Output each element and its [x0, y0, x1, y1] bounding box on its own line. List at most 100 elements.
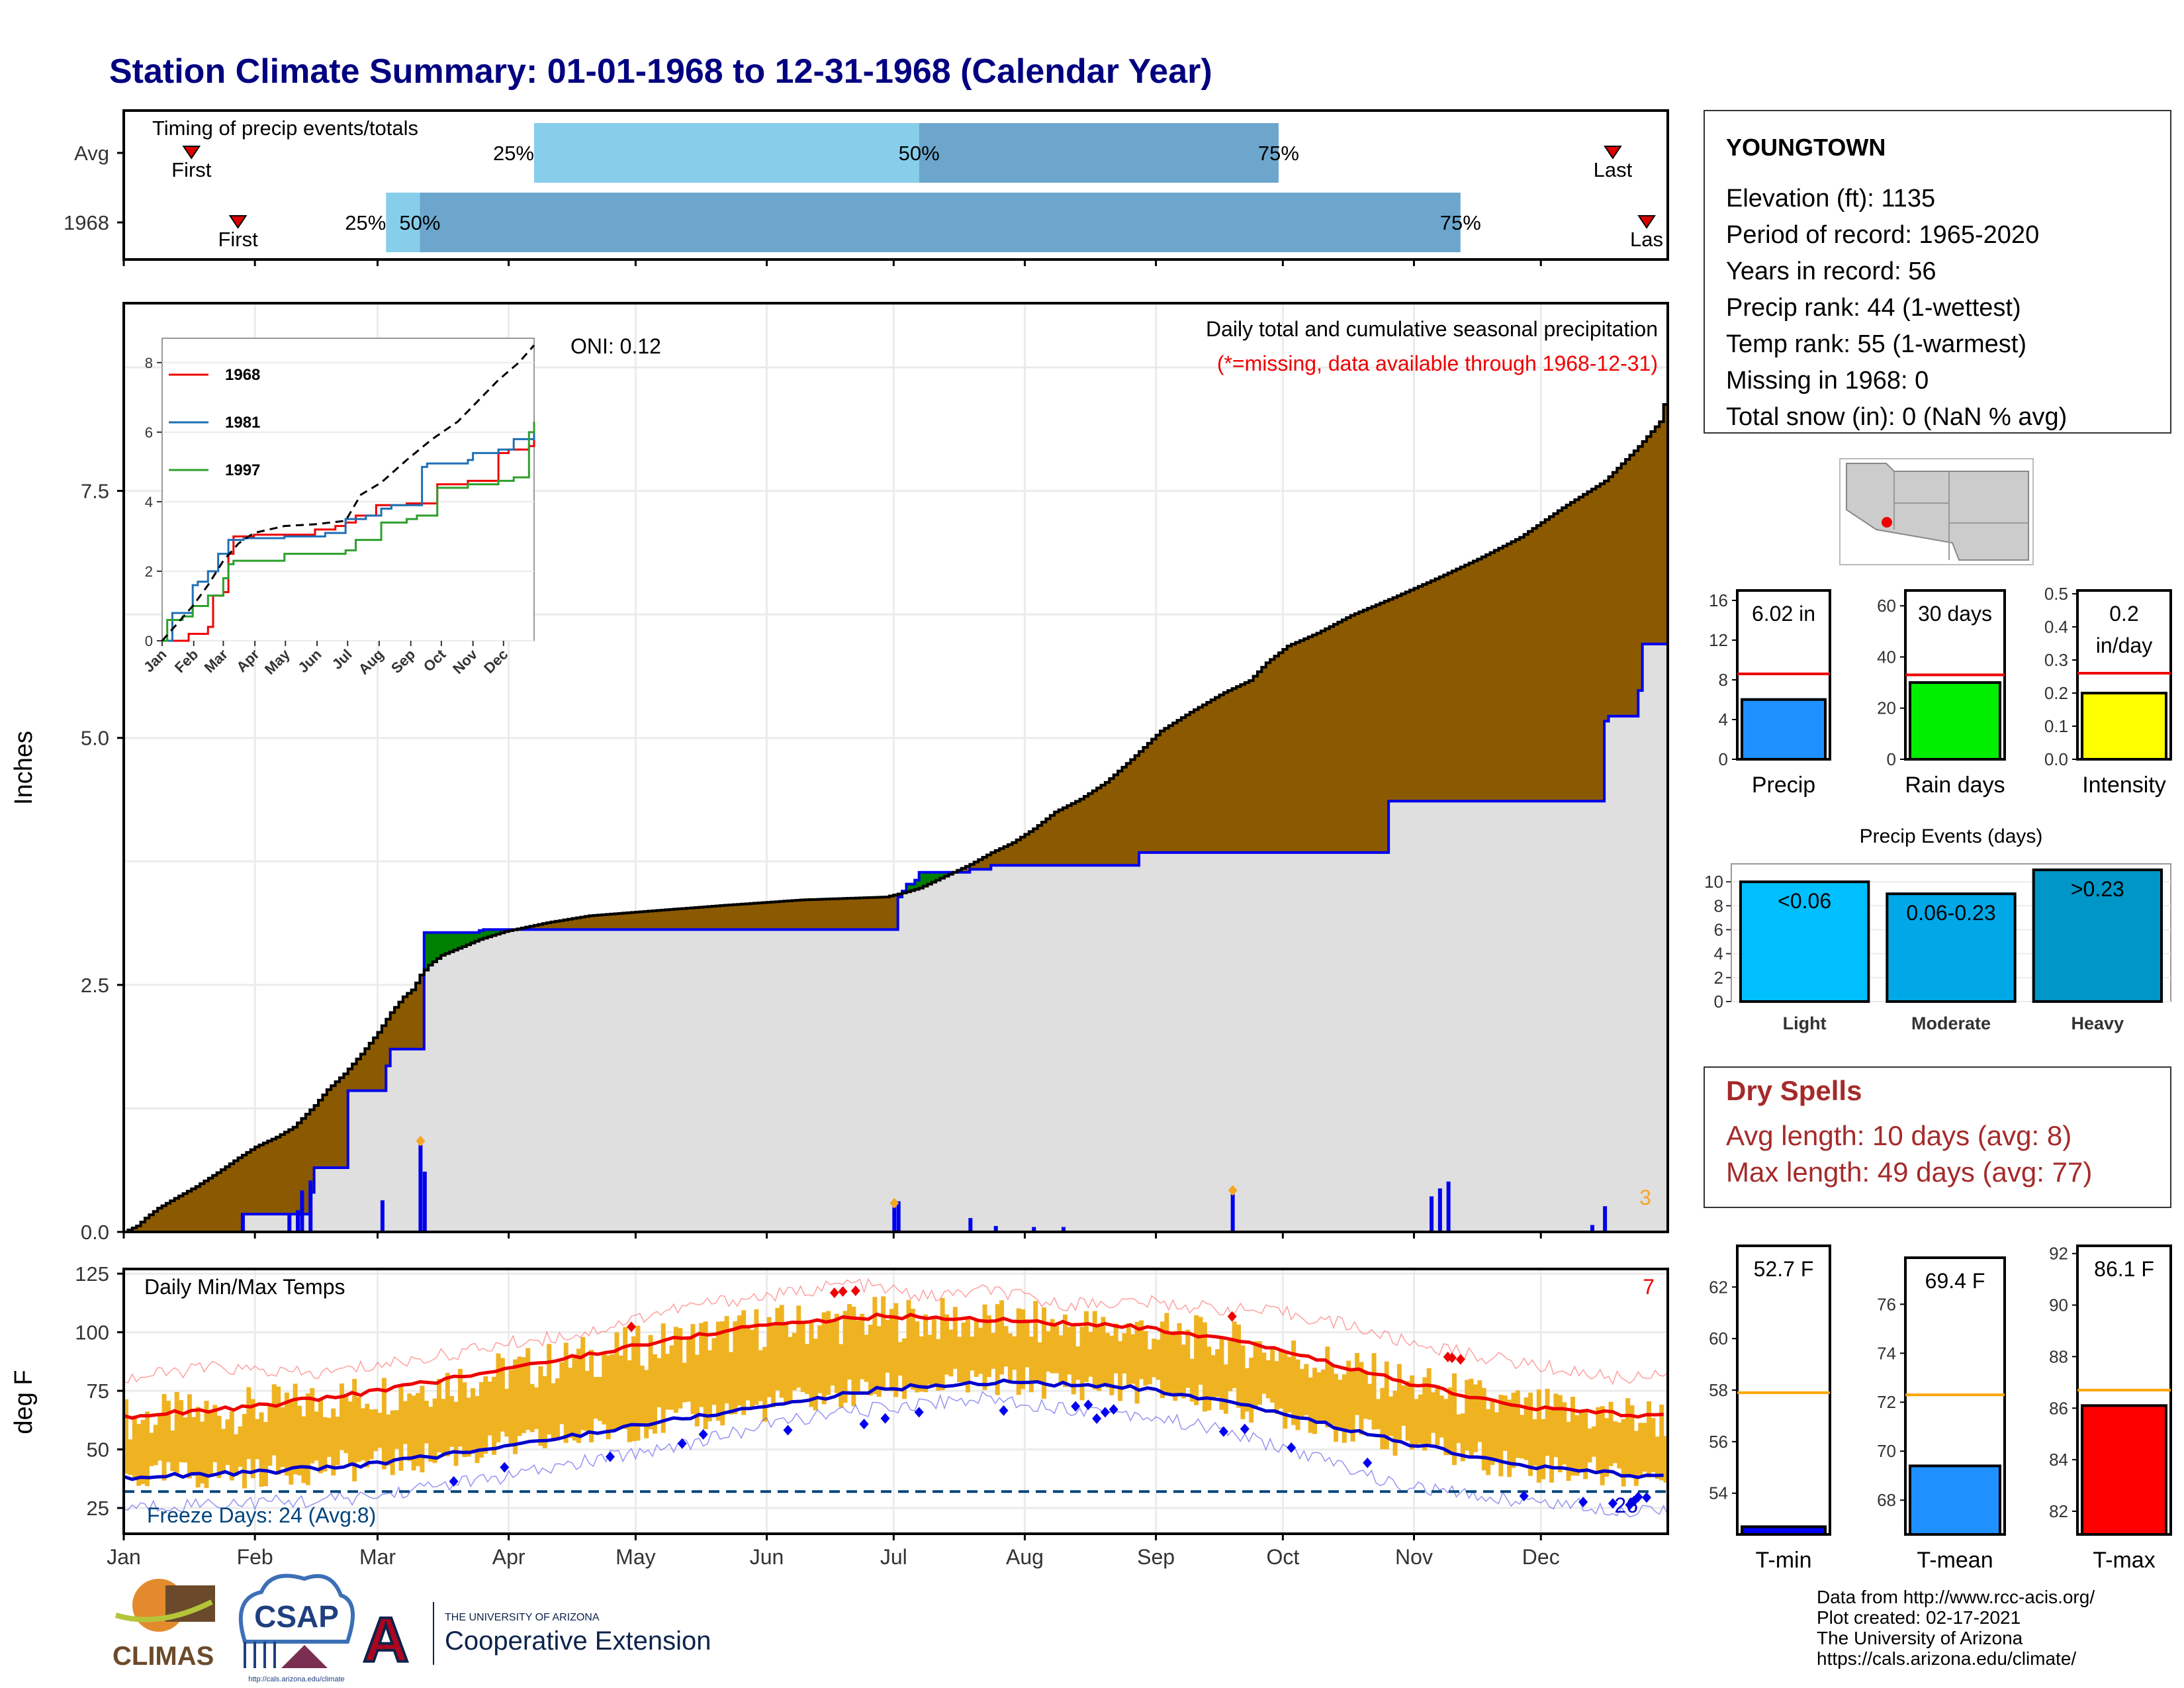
daily-temp-bar: [1384, 1361, 1389, 1450]
daily-temp-bar: [347, 1401, 353, 1464]
summary-y-tick-label: 62: [1709, 1277, 1728, 1297]
daily-temp-bar: [970, 1336, 975, 1371]
cumulative-precip-line: [124, 387, 1669, 1233]
daily-temp-bar: [1024, 1319, 1030, 1368]
daily-precip-bar: [1430, 1196, 1434, 1232]
daily-temp-bar: [1591, 1426, 1596, 1457]
daily-temp-bar: [301, 1416, 306, 1483]
daily-temp-bar: [1392, 1391, 1398, 1456]
daily-precip-bar: [993, 1226, 998, 1232]
daily-temp-bar: [931, 1317, 936, 1385]
record-low-marker: [677, 1438, 687, 1449]
daily-temp-bar: [623, 1327, 628, 1429]
daily-temp-bar: [212, 1405, 218, 1462]
climas-wordmark: CLIMAS: [113, 1642, 214, 1671]
temps-frame: [122, 1268, 1669, 1535]
daily-temp-bar: [187, 1394, 192, 1479]
daily-temp-bar: [1113, 1323, 1118, 1374]
top-event-marker: [889, 1197, 899, 1209]
daily-temp-bar: [1215, 1349, 1220, 1397]
daily-temp-bar: [538, 1366, 543, 1446]
daily-temp-bar: [1147, 1349, 1152, 1385]
daily-temp-bar: [1164, 1313, 1169, 1393]
daily-temp-bar: [542, 1376, 547, 1448]
daily-temp-bar: [1304, 1364, 1309, 1415]
daily-temp-bar: [906, 1299, 911, 1386]
station-line: Missing in 1968: 0: [1726, 367, 1929, 395]
events-y-tick-label: 6: [1714, 919, 1723, 939]
daily-temp-bar: [851, 1306, 856, 1407]
daily-temp-bar: [1046, 1331, 1051, 1372]
summary-value-label: 6.02 in: [1752, 602, 1815, 626]
daily-temp-bar: [555, 1378, 560, 1441]
daily-temp-bar: [559, 1362, 565, 1425]
summary-y-tick-label: 60: [1877, 596, 1896, 616]
daily-temp-bar: [614, 1332, 619, 1430]
daily-temp-bar: [1600, 1406, 1605, 1485]
summary-y-tick-label: 40: [1877, 647, 1896, 667]
daily-temp-bar: [428, 1407, 433, 1462]
daily-temp-bar: [445, 1372, 450, 1457]
daily-precip-bar: [1437, 1188, 1442, 1232]
daily-temp-bar: [1363, 1370, 1368, 1419]
daily-temp-bar: [492, 1376, 497, 1455]
timing-last-marker: [1604, 146, 1622, 160]
daily-temp-bar: [1612, 1421, 1617, 1464]
daily-temp-bar: [377, 1413, 383, 1448]
daily-temp-bar: [1355, 1352, 1359, 1415]
daily-temp-bar: [1443, 1399, 1449, 1456]
daily-temp-bar: [1481, 1387, 1486, 1471]
daily-temp-bar: [1528, 1392, 1533, 1476]
daily-temp-bar: [974, 1320, 979, 1377]
temps-title: Daily Min/Max Temps: [144, 1275, 345, 1299]
daily-temp-bar: [563, 1342, 569, 1443]
daily-temp-bar: [775, 1307, 780, 1391]
csap-url: http://cals.arizona.edu/climate: [248, 1675, 345, 1683]
events-bar-label: >0.23: [2071, 877, 2124, 901]
daily-temp-bar: [986, 1315, 991, 1378]
timing-percentile-label: 50%: [899, 142, 940, 165]
daily-temp-bar: [830, 1322, 835, 1386]
daily-temp-bar: [221, 1429, 226, 1474]
daily-temp-bar: [860, 1313, 865, 1380]
events-layer: 0 2 4 6 8 10 <0.06 Light 0.06-0.23 Moderate >0.23 H…: [1704, 863, 2171, 1033]
top-event-marker: [416, 1135, 426, 1147]
events-category-label: Moderate: [1911, 1013, 1991, 1033]
daily-temp-bar: [1494, 1412, 1499, 1460]
month-label: Nov: [1395, 1545, 1433, 1569]
inset-average-line: [161, 344, 535, 641]
daily-temp-bar: [1143, 1331, 1148, 1386]
daily-temp-bar: [1524, 1397, 1529, 1460]
daily-temp-bar: [729, 1352, 734, 1415]
summary-value-bar: [1909, 1464, 2001, 1536]
daily-temp-bar: [1312, 1368, 1318, 1434]
daily-temp-bar: [754, 1309, 759, 1405]
record-low-marker: [1109, 1404, 1118, 1415]
daily-temp-bar: [1435, 1385, 1440, 1446]
daily-temp-bar: [657, 1358, 662, 1407]
daily-temp-bar: [191, 1417, 197, 1476]
summary-category-label: T-min: [1756, 1548, 1812, 1573]
daily-temp-bar: [381, 1378, 387, 1470]
summary-y-tick-label: 72: [1877, 1392, 1896, 1412]
daily-temp-bar: [576, 1348, 581, 1443]
summary-category-label: Intensity: [2082, 773, 2166, 798]
month-label: May: [615, 1545, 655, 1569]
daily-temp-bar: [318, 1400, 324, 1474]
daily-temp-bar: [161, 1393, 167, 1481]
daily-temp-bar: [715, 1321, 721, 1421]
daily-temp-bar: [737, 1315, 742, 1406]
daily-temp-bar: [1549, 1409, 1555, 1483]
daily-temp-bar: [432, 1398, 437, 1464]
daily-temp-bar: [1401, 1385, 1406, 1426]
summary-y-tick-label: 70: [1877, 1441, 1896, 1461]
daily-temp-bar: [174, 1391, 179, 1476]
daily-temp-bar: [826, 1311, 831, 1395]
daily-temp-bar: [944, 1314, 949, 1375]
summary-y-tick-label: 56: [1709, 1432, 1728, 1452]
average-cumulative-line: [124, 639, 1669, 1233]
daily-temp-bar: [1270, 1348, 1275, 1403]
daily-precip-bar: [380, 1200, 385, 1232]
daily-temp-bar: [1367, 1383, 1373, 1420]
station-location-marker: [1882, 517, 1892, 528]
